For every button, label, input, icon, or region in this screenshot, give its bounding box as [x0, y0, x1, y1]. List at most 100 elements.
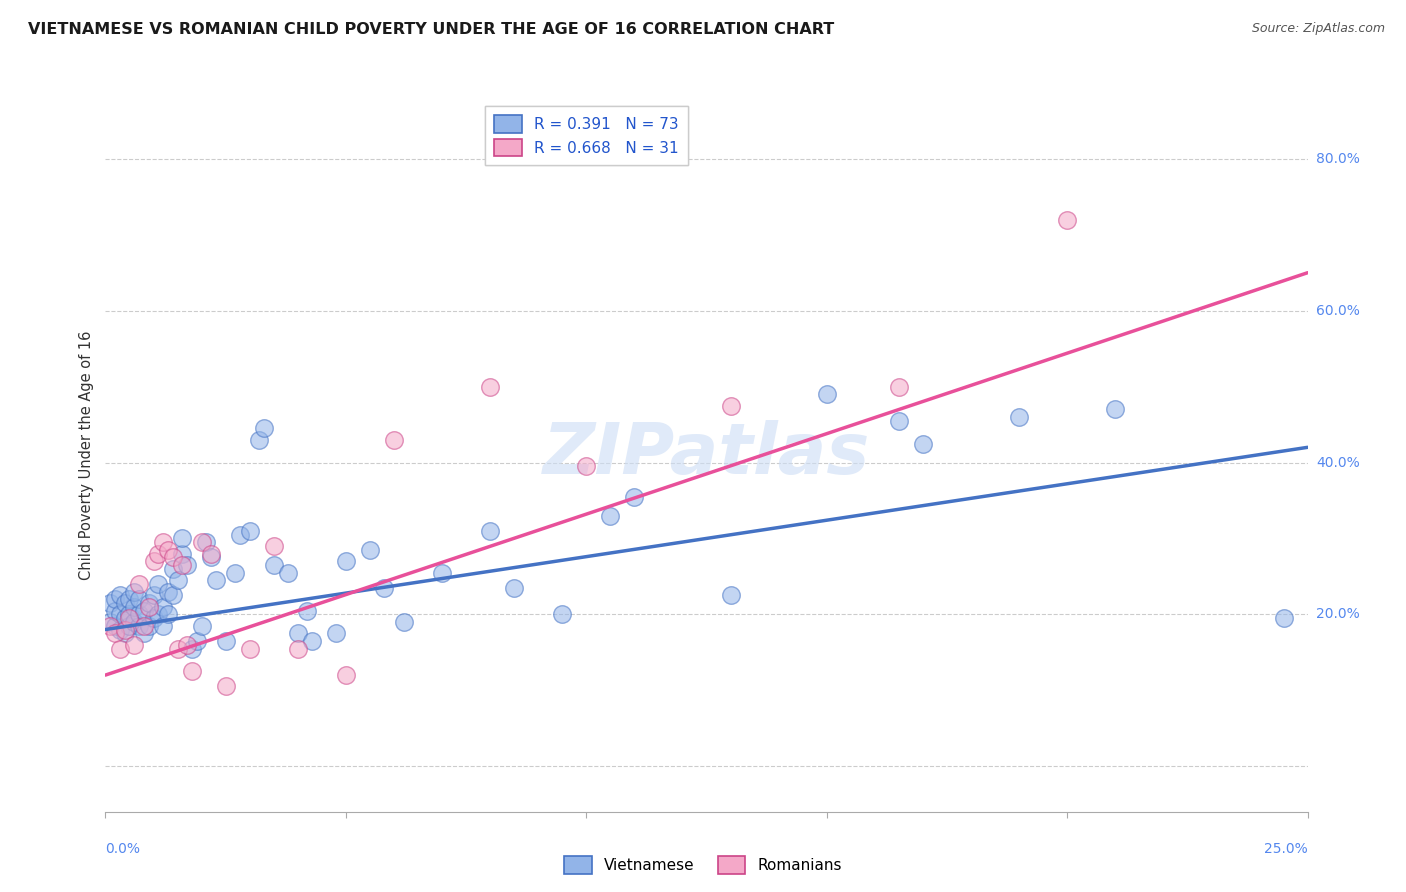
Point	[152, 535, 174, 549]
Point	[335, 668, 357, 682]
Text: 40.0%: 40.0%	[1316, 456, 1360, 469]
Point	[172, 558, 194, 572]
Point	[132, 626, 155, 640]
Point	[114, 626, 136, 640]
Point	[287, 641, 309, 656]
Point	[287, 626, 309, 640]
Point	[887, 379, 910, 393]
Point	[98, 618, 121, 632]
Point	[162, 550, 184, 565]
Point	[114, 623, 136, 637]
Point	[138, 599, 160, 614]
Point	[104, 618, 127, 632]
Point	[108, 588, 131, 602]
Point	[239, 641, 262, 656]
Point	[214, 680, 236, 694]
Point	[166, 573, 188, 587]
Point	[104, 592, 127, 607]
Point	[156, 584, 179, 599]
Point	[205, 573, 228, 587]
Point	[575, 459, 598, 474]
Text: 80.0%: 80.0%	[1316, 152, 1360, 166]
Legend: R = 0.391   N = 73, R = 0.668   N = 31: R = 0.391 N = 73, R = 0.668 N = 31	[485, 106, 688, 166]
Point	[108, 641, 131, 656]
Point	[247, 433, 270, 447]
Y-axis label: Child Poverty Under the Age of 16: Child Poverty Under the Age of 16	[79, 330, 94, 580]
Point	[551, 607, 574, 622]
Point	[166, 641, 188, 656]
Point	[124, 638, 146, 652]
Point	[138, 618, 160, 632]
Point	[98, 615, 121, 629]
Point	[430, 566, 453, 580]
Point	[176, 638, 198, 652]
Point	[128, 577, 150, 591]
Point	[152, 618, 174, 632]
Point	[200, 547, 222, 561]
Point	[623, 490, 645, 504]
Text: 60.0%: 60.0%	[1316, 303, 1360, 318]
Point	[200, 550, 222, 565]
Point	[138, 596, 160, 610]
Text: VIETNAMESE VS ROMANIAN CHILD POVERTY UNDER THE AGE OF 16 CORRELATION CHART: VIETNAMESE VS ROMANIAN CHILD POVERTY UND…	[28, 22, 834, 37]
Point	[118, 611, 141, 625]
Point	[156, 542, 179, 557]
Point	[1056, 212, 1078, 227]
Point	[132, 603, 155, 617]
Point	[142, 611, 165, 625]
Point	[181, 641, 204, 656]
Point	[479, 524, 502, 538]
Point	[373, 581, 395, 595]
Point	[1272, 611, 1295, 625]
Point	[114, 611, 136, 625]
Point	[104, 603, 127, 617]
Point	[181, 665, 204, 679]
Legend: Vietnamese, Romanians: Vietnamese, Romanians	[558, 850, 848, 880]
Point	[229, 527, 252, 541]
Point	[108, 607, 131, 622]
Point	[148, 577, 170, 591]
Point	[124, 599, 146, 614]
Text: 20.0%: 20.0%	[1316, 607, 1360, 622]
Text: ZIPatlas: ZIPatlas	[543, 420, 870, 490]
Point	[118, 618, 141, 632]
Point	[128, 592, 150, 607]
Point	[132, 618, 155, 632]
Point	[162, 562, 184, 576]
Point	[253, 421, 276, 435]
Point	[325, 626, 347, 640]
Point	[301, 634, 323, 648]
Point	[297, 603, 319, 617]
Point	[335, 554, 357, 568]
Point	[124, 584, 146, 599]
Point	[195, 535, 218, 549]
Point	[382, 433, 405, 447]
Point	[114, 596, 136, 610]
Point	[152, 599, 174, 614]
Point	[815, 387, 838, 401]
Point	[186, 634, 208, 648]
Point	[1104, 402, 1126, 417]
Point	[214, 634, 236, 648]
Point	[176, 558, 198, 572]
Point	[118, 592, 141, 607]
Point	[190, 618, 212, 632]
Point	[128, 607, 150, 622]
Point	[224, 566, 246, 580]
Point	[172, 547, 194, 561]
Point	[142, 588, 165, 602]
Text: 0.0%: 0.0%	[105, 842, 141, 856]
Point	[503, 581, 526, 595]
Point	[156, 607, 179, 622]
Point	[720, 588, 742, 602]
Point	[142, 554, 165, 568]
Point	[911, 436, 934, 450]
Point	[162, 588, 184, 602]
Point	[108, 623, 131, 637]
Point	[239, 524, 262, 538]
Point	[104, 626, 127, 640]
Text: 25.0%: 25.0%	[1264, 842, 1308, 856]
Point	[128, 618, 150, 632]
Point	[720, 399, 742, 413]
Text: Source: ZipAtlas.com: Source: ZipAtlas.com	[1251, 22, 1385, 36]
